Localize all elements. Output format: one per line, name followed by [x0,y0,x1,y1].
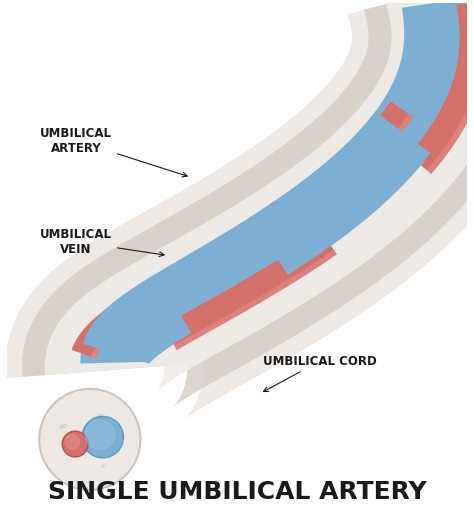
Circle shape [69,434,71,436]
Circle shape [65,434,80,449]
Circle shape [85,420,115,450]
PathPatch shape [91,296,168,358]
PathPatch shape [273,114,413,237]
PathPatch shape [251,111,430,275]
Circle shape [99,414,102,417]
PathPatch shape [81,0,473,364]
Text: UMBILICAL
ARTERY: UMBILICAL ARTERY [40,127,187,177]
Circle shape [72,453,76,456]
Circle shape [84,447,89,451]
Circle shape [39,389,140,490]
Circle shape [66,441,68,443]
PathPatch shape [409,0,474,174]
Circle shape [112,428,116,432]
Circle shape [111,447,114,449]
PathPatch shape [83,274,191,364]
Circle shape [82,416,123,458]
Circle shape [79,440,82,443]
PathPatch shape [45,0,474,391]
PathPatch shape [72,278,168,358]
Circle shape [60,426,63,429]
Text: UMBILICAL CORD: UMBILICAL CORD [263,355,377,391]
Circle shape [86,433,88,435]
Circle shape [108,442,112,446]
PathPatch shape [261,101,413,237]
PathPatch shape [174,250,337,350]
PathPatch shape [22,0,474,407]
Circle shape [102,464,104,467]
PathPatch shape [427,0,474,174]
Circle shape [100,422,104,426]
Circle shape [93,418,96,422]
Text: SINGLE UMBILICAL ARTERY: SINGLE UMBILICAL ARTERY [47,480,427,504]
Text: UMBILICAL
VEIN: UMBILICAL VEIN [40,228,164,257]
Circle shape [63,424,66,428]
Circle shape [92,416,96,421]
Circle shape [92,434,95,436]
Circle shape [100,442,104,446]
PathPatch shape [163,231,337,350]
PathPatch shape [5,0,474,420]
Circle shape [62,440,64,443]
Circle shape [62,431,88,457]
Circle shape [67,444,71,448]
Circle shape [102,451,107,455]
